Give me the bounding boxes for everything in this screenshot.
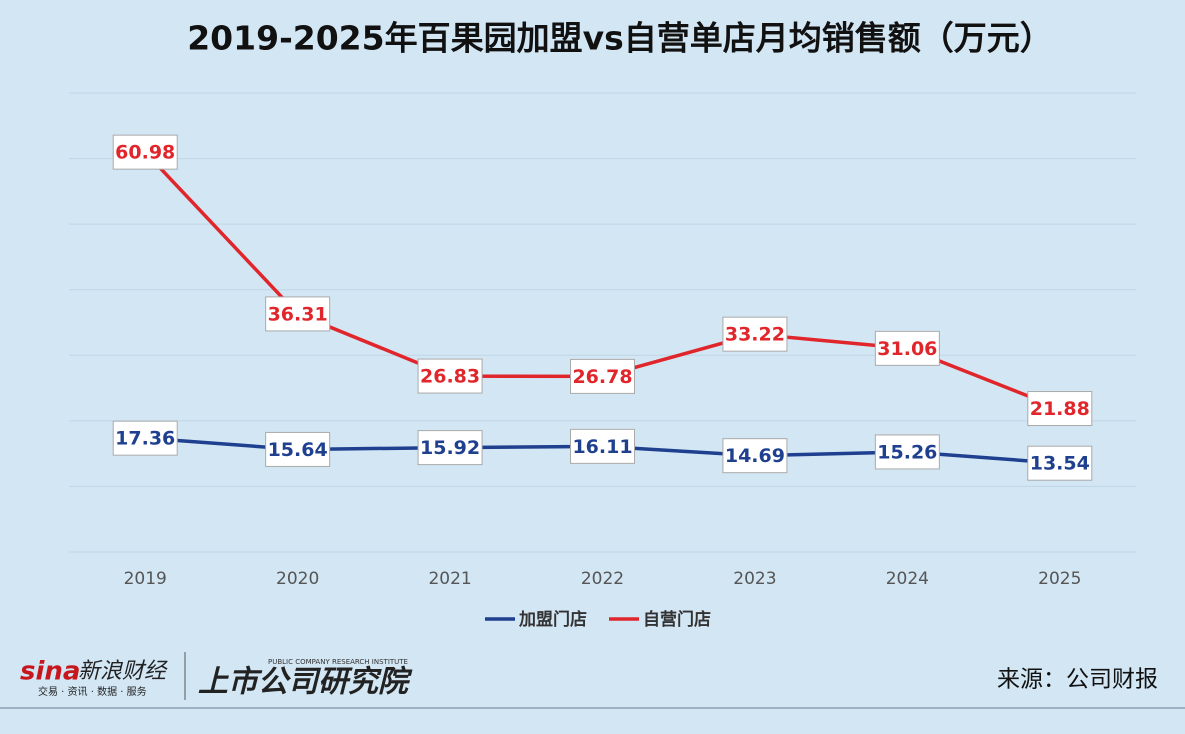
data-label: 14.69 [725, 445, 785, 467]
data-label: 17.36 [115, 428, 175, 450]
x-tick-label: 2021 [428, 569, 471, 589]
institute: 上市公司研究院 [198, 665, 413, 700]
data-label-box [874, 330, 940, 366]
brand: 新浪财经 [78, 659, 168, 684]
data-label-box [112, 420, 178, 456]
data-label-box [570, 358, 635, 394]
data-label: 15.92 [420, 437, 480, 459]
data-label: 26.83 [420, 366, 480, 388]
data-label: 33.22 [725, 324, 785, 346]
data-label-box [112, 134, 178, 170]
data-label-box [417, 358, 483, 394]
legend-label: 自营门店 [643, 609, 711, 630]
data-label: 60.98 [115, 142, 175, 164]
x-tick-label: 2019 [124, 569, 167, 589]
chart-title: 2019-2025年百果园加盟vs自营单店月均销售额（万元） [187, 19, 1053, 58]
data-label: 36.31 [268, 303, 328, 325]
data-label-box [1027, 445, 1093, 481]
data-label-box [722, 438, 788, 474]
sina-logo: sina [20, 657, 80, 687]
legend-label: 加盟门店 [518, 609, 587, 630]
data-label: 16.11 [572, 436, 632, 458]
x-tick-label: 2025 [1038, 569, 1081, 589]
source: 来源：公司财报 [997, 667, 1158, 693]
tagline: 交易 · 资讯 · 数据 · 服务 [38, 685, 147, 698]
data-label: 31.06 [877, 338, 937, 360]
data-label: 21.88 [1030, 398, 1090, 420]
x-tick-label: 2023 [733, 569, 776, 589]
data-label-box [570, 428, 635, 464]
data-label: 15.26 [877, 441, 937, 463]
data-label-box [874, 434, 940, 470]
data-label-box [265, 431, 331, 467]
x-tick-label: 2024 [886, 569, 929, 589]
data-label: 13.54 [1030, 453, 1090, 475]
x-tick-label: 2020 [276, 569, 319, 589]
data-label-box [417, 430, 483, 466]
data-label: 26.78 [572, 366, 632, 388]
institute-en: PUBLIC COMPANY RESEARCH INSTITUTE [268, 658, 408, 666]
data-label: 15.64 [268, 439, 328, 461]
x-tick-label: 2022 [581, 569, 624, 589]
data-label-box [265, 296, 331, 332]
data-label-box [722, 316, 788, 352]
data-label-box [1027, 391, 1093, 427]
